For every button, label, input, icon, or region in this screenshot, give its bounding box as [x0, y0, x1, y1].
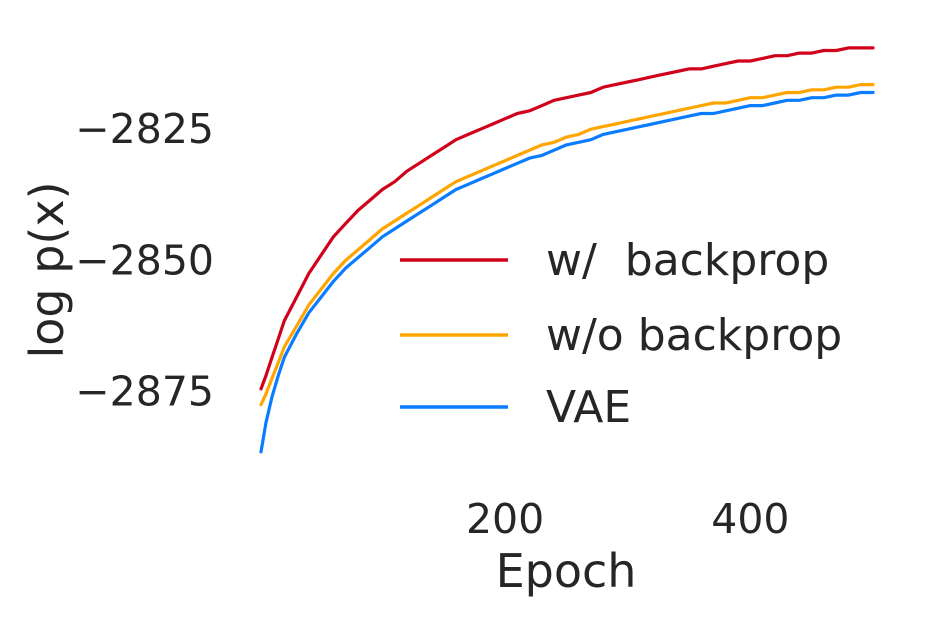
y-tick-label-2825: −2825: [75, 105, 214, 153]
legend: w/ backprop w/o backprop VAE: [400, 235, 842, 433]
legend-label-w-backprop: w/ backprop: [546, 235, 829, 286]
series-line-w-backprop: [259, 46, 875, 391]
y-tick-label-2850: −2850: [75, 236, 214, 284]
x-tick-label-200: 200: [466, 495, 544, 543]
legend-label-wo-backprop: w/o backprop: [546, 310, 842, 361]
x-axis-label: Epoch: [496, 544, 637, 598]
y-axis-label: log p(x): [20, 181, 74, 358]
legend-label-vae: VAE: [546, 382, 631, 433]
y-tick-label-2875: −2875: [75, 368, 214, 416]
y-tick-labels: −2825 −2850 −2875: [75, 105, 214, 415]
series-line-w-o-backprop: [259, 83, 875, 407]
x-tick-labels: 200 400: [466, 495, 790, 543]
series-lines: [259, 46, 875, 454]
x-tick-label-400: 400: [711, 495, 789, 543]
series-line-vae: [259, 90, 875, 454]
